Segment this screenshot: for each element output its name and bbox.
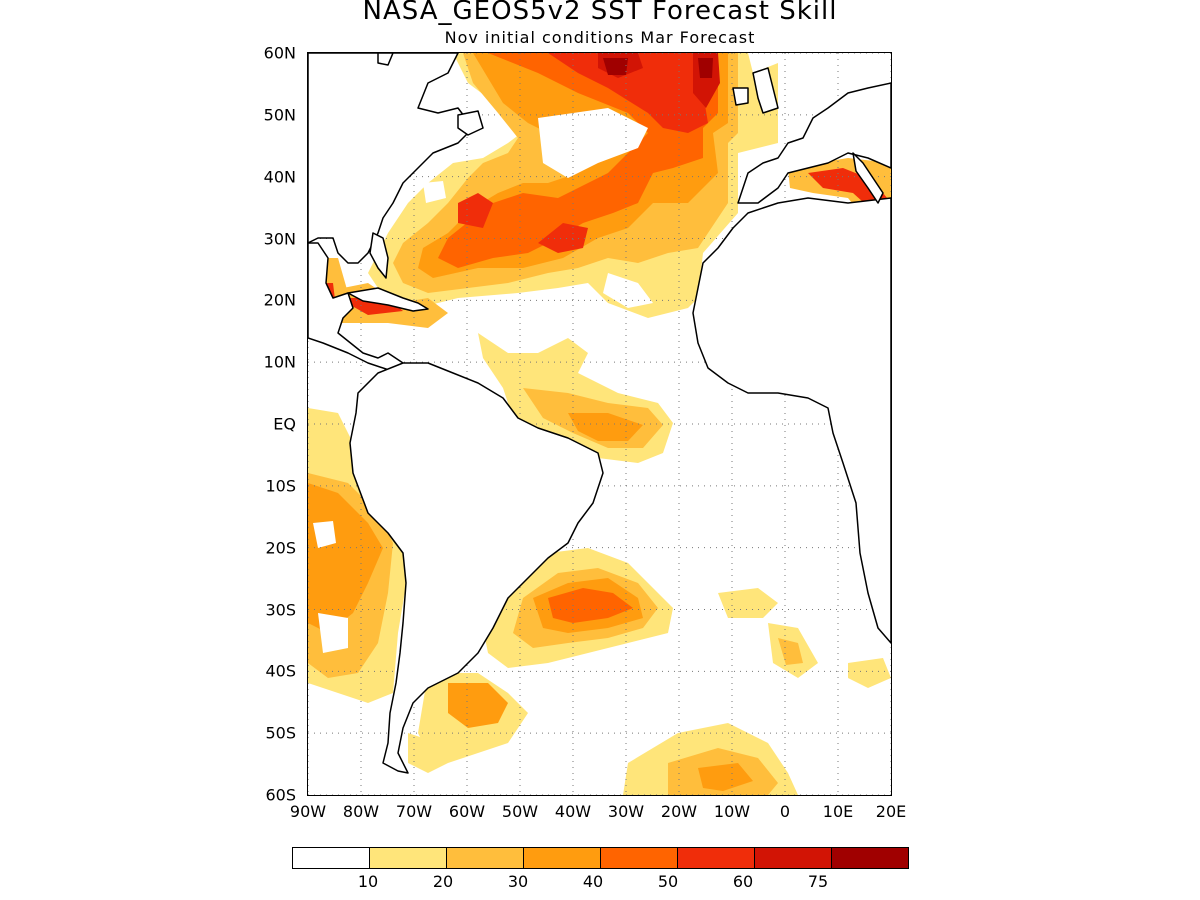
skill-region-southeast-pacific-l3 <box>308 483 383 633</box>
skill-region-north-atlantic-l6 <box>598 53 720 108</box>
colorbar <box>292 847 909 869</box>
skill-region-southern-ocean-l3 <box>698 763 753 791</box>
latitude-label: 50S <box>265 723 296 743</box>
longitude-label: 60W <box>448 802 486 821</box>
landmass-central-america <box>308 242 404 374</box>
landmass-newfoundland <box>457 110 484 136</box>
colorbar-label: 20 <box>432 872 454 891</box>
longitude-label: 70W <box>395 802 433 821</box>
skill-map <box>308 53 891 795</box>
latitude-label: 20N <box>263 290 296 310</box>
landmass-greater-antilles <box>347 287 429 312</box>
plot-subtitle: Nov initial conditions Mar Forecast <box>444 28 756 47</box>
latitude-label: 40S <box>265 661 296 681</box>
landmass-florida <box>369 232 389 279</box>
skill-region-equatorial-l3 <box>568 413 643 441</box>
longitude-label: 0 <box>779 802 791 821</box>
latitude-label: 60S <box>265 785 296 805</box>
longitude-label: 50W <box>501 802 539 821</box>
colorbar-swatch <box>292 847 370 869</box>
colorbar-swatch <box>600 847 678 869</box>
longitude-label: 90W <box>289 802 327 821</box>
colorbar-swatch <box>446 847 524 869</box>
latitude-label: 50N <box>263 105 296 125</box>
skill-region-southeast-atlantic <box>718 588 891 688</box>
landmass-africa <box>692 197 891 644</box>
skill-map-svg <box>308 53 891 795</box>
longitude-label: 20E <box>875 802 907 821</box>
colorbar-label: 30 <box>507 872 529 891</box>
longitude-label: 10W <box>713 802 751 821</box>
longitude-label: 30W <box>607 802 645 821</box>
colorbar-swatch <box>369 847 447 869</box>
latitude-label: 60N <box>263 43 296 63</box>
longitude-label: 40W <box>554 802 592 821</box>
colorbar-swatch <box>523 847 601 869</box>
longitude-label: 80W <box>342 802 380 821</box>
skill-region-north-atlantic-gap <box>423 108 653 308</box>
colorbar-label: 50 <box>657 872 679 891</box>
latitude-label: 20S <box>265 538 296 558</box>
longitude-label: 20W <box>660 802 698 821</box>
colorbar-label: 40 <box>582 872 604 891</box>
colorbar-label: 60 <box>732 872 754 891</box>
colorbar-swatch <box>754 847 832 869</box>
latitude-label: 30N <box>263 229 296 248</box>
latitude-label: 10N <box>263 352 296 372</box>
landmass-south-america <box>349 362 604 774</box>
skill-region-south-atlantic-l4 <box>548 588 633 623</box>
latitude-label: 10S <box>265 476 296 496</box>
skill-region-southeast-pacific-gap <box>313 521 348 653</box>
latitude-label: 40N <box>263 167 296 187</box>
landmass-europe <box>737 82 891 204</box>
landmass-greenland <box>377 53 394 66</box>
skill-region-argentine-basin-l2 <box>448 683 508 728</box>
landmass-italy <box>852 152 884 204</box>
plot-title: NASA_GEOS5v2 SST Forecast Skill <box>362 0 838 26</box>
colorbar-swatch <box>677 847 755 869</box>
latitude-label: 30S <box>265 600 296 619</box>
skill-region-southeast-atlantic-l2 <box>778 638 803 665</box>
colorbar-label: 75 <box>807 872 829 891</box>
longitude-label: 10E <box>822 802 854 821</box>
skill-region-north-atlantic-l5 <box>458 53 708 253</box>
colorbar-swatch <box>831 847 909 869</box>
coastlines <box>308 53 891 774</box>
colorbar-label: 10 <box>357 872 379 891</box>
landmass-british-isles <box>732 67 779 114</box>
latitude-label: EQ <box>273 414 296 434</box>
skill-region-north-atlantic-l7 <box>603 58 713 78</box>
landmass-north-america <box>308 53 474 264</box>
